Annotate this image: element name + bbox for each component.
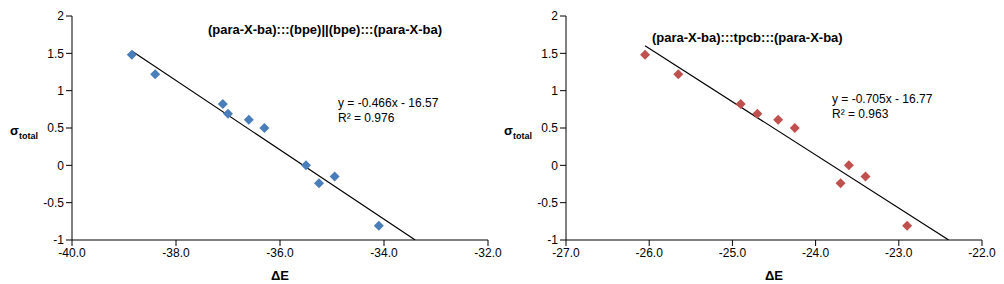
svg-text:1.5: 1.5	[541, 47, 558, 61]
svg-text:-40.0: -40.0	[58, 246, 86, 260]
svg-text:-23.0: -23.0	[885, 246, 913, 260]
svg-text:ΔE: ΔE	[271, 268, 289, 283]
svg-text:-1: -1	[53, 233, 64, 247]
svg-text:1: 1	[57, 84, 64, 98]
html-text:R² = 0.976: R² = 0.976	[338, 111, 395, 125]
svg-text:-25.0: -25.0	[719, 246, 747, 260]
html-text:(para-X-ba):::(bpe)||(bpe):::(: (para-X-ba):::(bpe)||(bpe):::(para-X-ba)	[208, 22, 442, 37]
svg-text:2: 2	[551, 9, 558, 23]
svg-text:0: 0	[57, 159, 64, 173]
html-text:(para-X-ba):::tpcb:::(para-X-b: (para-X-ba):::tpcb:::(para-X-ba)	[652, 30, 843, 45]
svg-text:-32.0: -32.0	[474, 246, 502, 260]
svg-text:0.5: 0.5	[541, 121, 558, 135]
svg-text:-0.5: -0.5	[43, 196, 64, 210]
svg-text:-0.5: -0.5	[537, 196, 558, 210]
html-text:σtotal: σtotal	[504, 123, 532, 141]
svg-text:-24.0: -24.0	[802, 246, 830, 260]
svg-text:1.5: 1.5	[47, 47, 64, 61]
svg-text:1: 1	[551, 84, 558, 98]
svg-text:0: 0	[551, 159, 558, 173]
html-text:R² = 0.963: R² = 0.963	[832, 107, 889, 121]
svg-text:-36.0: -36.0	[266, 246, 294, 260]
svg-text:2: 2	[57, 9, 64, 23]
svg-text:-22.0: -22.0	[968, 246, 996, 260]
svg-text:0.5: 0.5	[47, 121, 64, 135]
html-text:σtotal: σtotal	[10, 123, 38, 141]
svg-text:-27.0: -27.0	[552, 246, 580, 260]
html-text:y = -0.466x - 16.57: y = -0.466x - 16.57	[338, 96, 439, 110]
svg-text:-38.0: -38.0	[162, 246, 190, 260]
svg-text:-1: -1	[547, 233, 558, 247]
svg-text:ΔE: ΔE	[765, 268, 783, 283]
svg-text:-26.0: -26.0	[636, 246, 664, 260]
html-text:y = -0.705x - 16.77: y = -0.705x - 16.77	[832, 92, 933, 106]
svg-text:-34.0: -34.0	[370, 246, 398, 260]
